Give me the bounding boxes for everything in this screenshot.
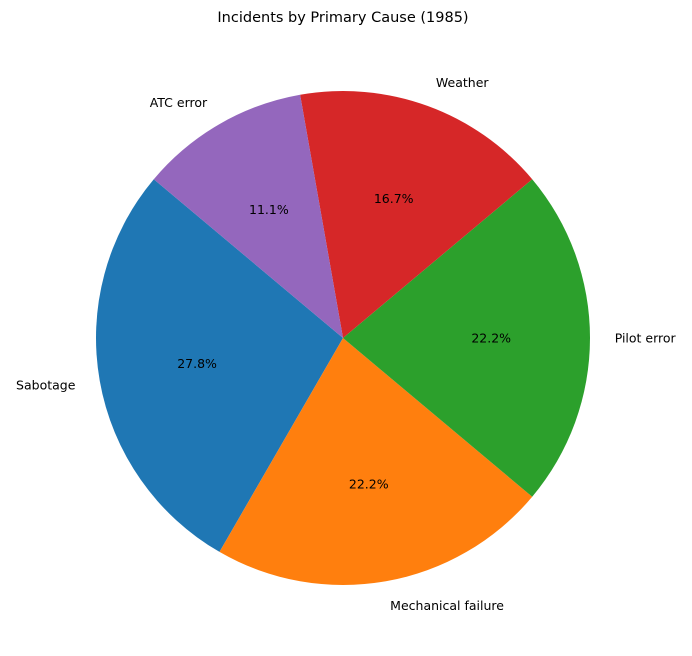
slice-label: Weather — [436, 75, 489, 90]
pie-slice-pilot-error — [343, 179, 590, 497]
slice-label: Sabotage — [16, 378, 76, 393]
slice-percent-label: 11.1% — [249, 202, 289, 217]
slice-percent-label: 22.2% — [349, 476, 389, 491]
pie-labels: Sabotage 27.8% Mechanical failure 22.2% Pilo… — [16, 75, 677, 613]
pie-slice-sabotage — [95, 179, 343, 552]
slice-label: Mechanical failure — [390, 598, 504, 613]
slice-percent-label: 27.8% — [177, 356, 217, 371]
pie-slice-weather — [300, 91, 533, 338]
pie-slice-atc-error — [153, 94, 343, 338]
slice-label: Pilot error — [615, 331, 677, 346]
slice-percent-label: 22.2% — [471, 331, 511, 346]
chart-title: Incidents by Primary Cause (1985) — [217, 10, 468, 26]
pie-slice-mechanical-failure — [219, 338, 533, 585]
pie-slices — [95, 91, 590, 585]
slice-percent-label: 16.7% — [374, 191, 414, 206]
slice-label: ATC error — [150, 95, 208, 110]
